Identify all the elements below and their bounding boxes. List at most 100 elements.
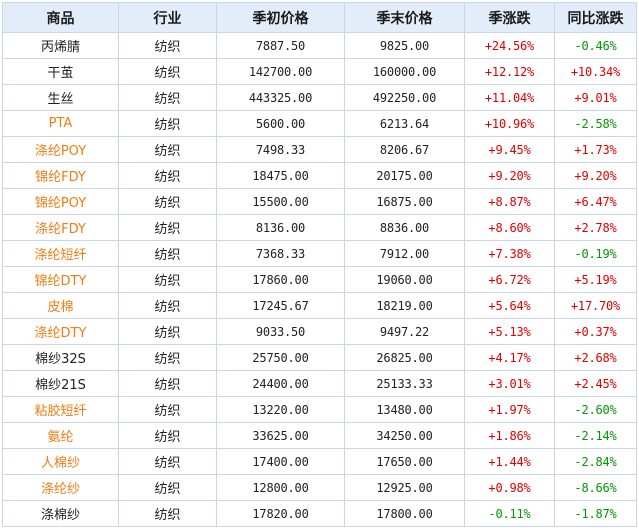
start-price-cell: 7498.33 (216, 136, 345, 163)
quarter-change-cell: -0.11% (464, 500, 555, 527)
table-row: 锦纶POY 纺织 15500.00 16875.00 +8.87% +6.47% (2, 188, 637, 215)
table-row: 棉纱21S 纺织 24400.00 25133.33 +3.01% +2.45% (2, 370, 637, 397)
yoy-change-cell: +10.34% (554, 58, 637, 85)
end-price-cell: 8206.67 (344, 136, 465, 163)
start-price-cell: 25750.00 (216, 344, 345, 371)
yoy-change-cell: +9.01% (554, 84, 637, 111)
end-price-cell: 9825.00 (344, 32, 465, 59)
industry-cell: 纺织 (118, 84, 217, 111)
end-price-cell: 18219.00 (344, 292, 465, 319)
yoy-change-cell: +9.20% (554, 162, 637, 189)
commodity-name[interactable]: PTA (2, 110, 119, 137)
quarter-change-cell: +1.44% (464, 448, 555, 475)
end-price-cell: 25133.33 (344, 370, 465, 397)
end-price-cell: 17800.00 (344, 500, 465, 527)
table-row: 棉纱32S 纺织 25750.00 26825.00 +4.17% +2.68% (2, 344, 637, 371)
quarter-change-cell: +5.13% (464, 318, 555, 345)
quarter-change-cell: +1.86% (464, 422, 555, 449)
table-row: 锦纶DTY 纺织 17860.00 19060.00 +6.72% +5.19% (2, 266, 637, 293)
quarter-change-cell: +6.72% (464, 266, 555, 293)
industry-cell: 纺织 (118, 474, 217, 501)
commodity-name[interactable]: 涤纶纱 (2, 474, 119, 501)
quarter-change-cell: +3.01% (464, 370, 555, 397)
commodity-name: 涤棉纱 (2, 500, 119, 527)
industry-cell: 纺织 (118, 188, 217, 215)
yoy-change-cell: -2.84% (554, 448, 637, 475)
yoy-change-cell: +0.37% (554, 318, 637, 345)
commodity-name[interactable]: 涤纶FDY (2, 214, 119, 241)
table-header-row: 商品 行业 季初价格 季末价格 季涨跌 同比涨跌 (2, 2, 637, 33)
quarter-change-cell: +24.56% (464, 32, 555, 59)
header-end-price: 季末价格 (344, 2, 465, 33)
start-price-cell: 443325.00 (216, 84, 345, 111)
commodity-name[interactable]: 涤纶短纤 (2, 240, 119, 267)
quarter-change-cell: +9.45% (464, 136, 555, 163)
industry-cell: 纺织 (118, 500, 217, 527)
quarter-change-cell: +11.04% (464, 84, 555, 111)
quarter-change-cell: +9.20% (464, 162, 555, 189)
commodity-name[interactable]: 锦纶FDY (2, 162, 119, 189)
industry-cell: 纺织 (118, 240, 217, 267)
start-price-cell: 142700.00 (216, 58, 345, 85)
quarter-change-cell: +5.64% (464, 292, 555, 319)
quarter-change-cell: +12.12% (464, 58, 555, 85)
industry-cell: 纺织 (118, 370, 217, 397)
yoy-change-cell: +17.70% (554, 292, 637, 319)
commodity-name: 丙烯腈 (2, 32, 119, 59)
industry-cell: 纺织 (118, 162, 217, 189)
table-row: 锦纶FDY 纺织 18475.00 20175.00 +9.20% +9.20% (2, 162, 637, 189)
commodity-name[interactable]: 锦纶DTY (2, 266, 119, 293)
table-row: 涤棉纱 纺织 17820.00 17800.00 -0.11% -1.87% (2, 500, 637, 527)
table-body: 丙烯腈 纺织 7887.50 9825.00 +24.56% -0.46% 干茧 纺织 1427… (2, 32, 637, 527)
commodity-name[interactable]: 涤纶POY (2, 136, 119, 163)
start-price-cell: 18475.00 (216, 162, 345, 189)
industry-cell: 纺织 (118, 214, 217, 241)
end-price-cell: 7912.00 (344, 240, 465, 267)
start-price-cell: 9033.50 (216, 318, 345, 345)
table-row: PTA 纺织 5600.00 6213.64 +10.96% -2.58% (2, 110, 637, 137)
commodity-name[interactable]: 氨纶 (2, 422, 119, 449)
commodity-name: 生丝 (2, 84, 119, 111)
quarter-change-cell: +10.96% (464, 110, 555, 137)
end-price-cell: 9497.22 (344, 318, 465, 345)
start-price-cell: 8136.00 (216, 214, 345, 241)
yoy-change-cell: +2.68% (554, 344, 637, 371)
yoy-change-cell: +2.78% (554, 214, 637, 241)
table-row: 干茧 纺织 142700.00 160000.00 +12.12% +10.34% (2, 58, 637, 85)
commodity-name[interactable]: 粘胶短纤 (2, 396, 119, 423)
commodity-name[interactable]: 人棉纱 (2, 448, 119, 475)
commodity-name[interactable]: 皮棉 (2, 292, 119, 319)
yoy-change-cell: +6.47% (554, 188, 637, 215)
table-row: 生丝 纺织 443325.00 492250.00 +11.04% +9.01% (2, 84, 637, 111)
header-industry: 行业 (118, 2, 217, 33)
table-row: 粘胶短纤 纺织 13220.00 13480.00 +1.97% -2.60% (2, 396, 637, 423)
end-price-cell: 17650.00 (344, 448, 465, 475)
quarter-change-cell: +4.17% (464, 344, 555, 371)
industry-cell: 纺织 (118, 136, 217, 163)
yoy-change-cell: -8.66% (554, 474, 637, 501)
start-price-cell: 12800.00 (216, 474, 345, 501)
table-row: 涤纶短纤 纺织 7368.33 7912.00 +7.38% -0.19% (2, 240, 637, 267)
table-row: 涤纶POY 纺织 7498.33 8206.67 +9.45% +1.73% (2, 136, 637, 163)
commodity-name: 干茧 (2, 58, 119, 85)
yoy-change-cell: -0.19% (554, 240, 637, 267)
commodity-name[interactable]: 锦纶POY (2, 188, 119, 215)
yoy-change-cell: +2.45% (554, 370, 637, 397)
yoy-change-cell: -1.87% (554, 500, 637, 527)
yoy-change-cell: -2.58% (554, 110, 637, 137)
industry-cell: 纺织 (118, 266, 217, 293)
quarter-change-cell: +7.38% (464, 240, 555, 267)
end-price-cell: 19060.00 (344, 266, 465, 293)
commodity-name[interactable]: 涤纶DTY (2, 318, 119, 345)
end-price-cell: 12925.00 (344, 474, 465, 501)
table-row: 丙烯腈 纺织 7887.50 9825.00 +24.56% -0.46% (2, 32, 637, 59)
start-price-cell: 17400.00 (216, 448, 345, 475)
table-row: 涤纶纱 纺织 12800.00 12925.00 +0.98% -8.66% (2, 474, 637, 501)
start-price-cell: 33625.00 (216, 422, 345, 449)
header-yoy-change: 同比涨跌 (554, 2, 637, 33)
end-price-cell: 34250.00 (344, 422, 465, 449)
start-price-cell: 7368.33 (216, 240, 345, 267)
table-row: 皮棉 纺织 17245.67 18219.00 +5.64% +17.70% (2, 292, 637, 319)
